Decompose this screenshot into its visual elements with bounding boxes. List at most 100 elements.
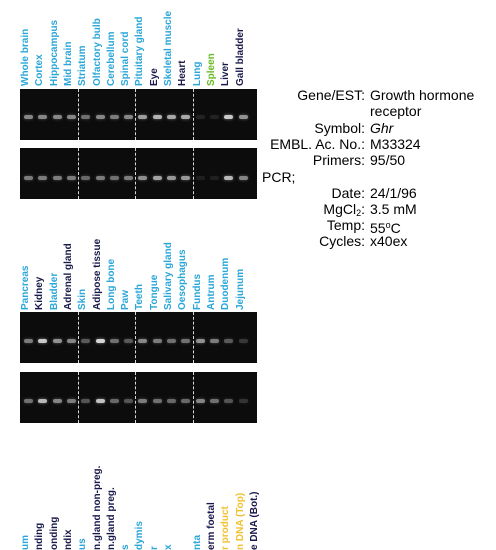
lane-group-separator — [78, 372, 80, 423]
gel-band — [24, 399, 33, 403]
lane-label: Tongue — [148, 274, 160, 310]
gel-band — [152, 339, 162, 343]
gel-band — [124, 115, 134, 119]
lane-label: r — [148, 546, 160, 550]
gel-band — [138, 176, 148, 180]
gel-band — [224, 339, 234, 343]
gel-band — [167, 115, 176, 119]
gel-band — [181, 115, 191, 119]
experiment-info: Gene/EST: Growth hormone receptor Symbol… — [0, 0, 496, 260]
gel-band — [81, 339, 91, 343]
cycles-label: Cycles: — [319, 233, 365, 249]
lane-group-separator — [192, 372, 194, 423]
gel-band — [109, 339, 119, 343]
lane-group-separator — [135, 372, 137, 423]
gel-band — [109, 399, 119, 403]
panel2-gel-bottom — [20, 372, 257, 423]
lane-label: dymis — [134, 521, 146, 550]
gel-band — [238, 339, 248, 343]
lane-label: Teeth — [134, 284, 146, 310]
gene-label: Gene/EST: — [297, 87, 365, 103]
embl-label: EMBL. Ac. No.: — [270, 136, 365, 152]
lane-label: onding — [48, 516, 60, 550]
lane-group-separator — [78, 89, 80, 140]
lane-label: nding — [34, 522, 46, 550]
gel-band — [152, 176, 162, 180]
gel-band — [224, 176, 234, 180]
gel-band — [66, 339, 76, 343]
temp-value: 55oC — [370, 220, 401, 236]
pcr-label: PCR; — [262, 169, 296, 185]
gel-band — [224, 399, 234, 403]
gel-band — [66, 176, 76, 180]
gel-band — [195, 115, 205, 119]
lane-label: nta — [191, 535, 203, 550]
gel-band — [167, 176, 176, 180]
lane-label: Kidney — [34, 276, 46, 310]
gel-band — [138, 399, 148, 403]
gel-band — [81, 115, 91, 119]
gel-band — [238, 115, 248, 119]
gel-band — [52, 399, 62, 403]
gel-band — [209, 399, 219, 403]
gel-band — [38, 399, 48, 403]
gel-band — [52, 115, 62, 119]
lane-label: n.gland preg. — [105, 487, 117, 550]
gel-band — [95, 176, 105, 180]
lane-label: s — [120, 544, 132, 550]
gel-band — [66, 115, 76, 119]
gel-band — [66, 399, 76, 403]
gel-band — [152, 399, 162, 403]
embl-value: M33324 — [370, 136, 421, 152]
lane-label: us — [77, 538, 89, 550]
primers-label: Primers: — [312, 152, 365, 168]
mgcl-label: MgCl2: — [323, 201, 365, 218]
gel-band — [24, 176, 33, 180]
gel-band — [238, 176, 248, 180]
gel-band — [38, 115, 48, 119]
panel3-lane-labels: um nding onding ndix us n.gland non-preg. n.gl… — [20, 430, 270, 550]
gel-band — [181, 399, 191, 403]
gel-band — [124, 176, 134, 180]
lane-label: Duodenum — [220, 257, 232, 310]
gel-band — [152, 115, 162, 119]
lane-label: Bladder — [48, 272, 60, 310]
lane-label: um — [20, 535, 31, 550]
lane-group-separator — [78, 312, 80, 363]
cycles-value: x40ex — [370, 233, 408, 249]
symbol-label: Symbol: — [314, 120, 365, 136]
temp-label: Temp: — [326, 217, 365, 233]
lane-label: Antrum — [205, 274, 217, 310]
panel1-gel-top — [20, 89, 257, 140]
lane-label: Skin — [77, 288, 89, 310]
gel-band — [52, 339, 62, 343]
gel-band — [195, 399, 205, 403]
gel-band — [224, 115, 234, 119]
gel-band — [109, 176, 119, 180]
mgcl-value: 3.5 mM — [370, 201, 417, 217]
gel-band — [209, 115, 219, 119]
gel-band — [124, 339, 134, 343]
lane-group-separator — [135, 312, 137, 363]
lane-label: ndix — [62, 529, 74, 550]
primers-value: 95/50 — [370, 152, 406, 168]
gel-band — [238, 399, 248, 403]
lane-label: Fundus — [191, 273, 203, 310]
gel-band — [81, 176, 91, 180]
lane-label: r product — [220, 506, 232, 550]
lane-label: erm foetal — [205, 502, 217, 550]
gel-band — [167, 339, 176, 343]
lane-group-separator — [135, 148, 137, 199]
lane-label: Long bone — [105, 258, 117, 310]
gel-band — [138, 115, 148, 119]
lane-label: e DNA (Bot.) — [248, 491, 260, 550]
gel-band — [38, 339, 48, 343]
panel1-gel-bottom — [20, 148, 257, 199]
date-label: Date: — [331, 185, 365, 201]
panel2-gel-top — [20, 312, 257, 363]
lane-group-separator — [192, 148, 194, 199]
gel-band — [195, 339, 205, 343]
lane-label: n DNA (Top) — [234, 492, 246, 550]
gel-band — [209, 339, 219, 343]
gel-band — [95, 399, 105, 403]
